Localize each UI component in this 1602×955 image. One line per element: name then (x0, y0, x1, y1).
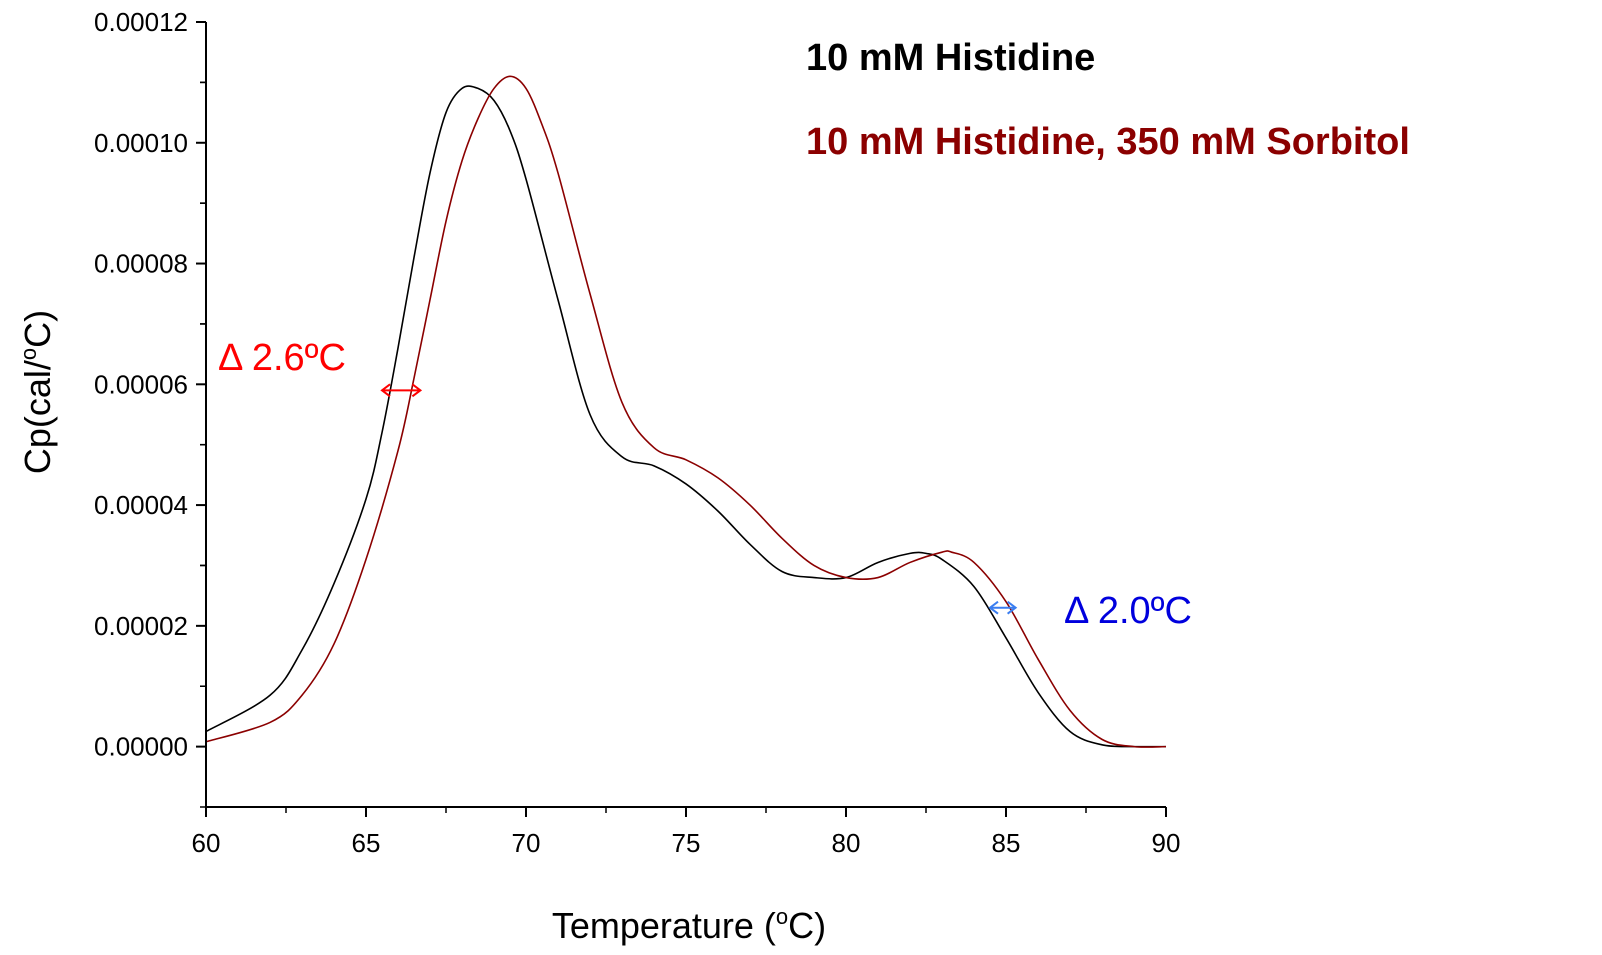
x-tick-label: 75 (672, 828, 701, 858)
x-tick-label: 80 (832, 828, 861, 858)
arrow-head-right (411, 383, 423, 398)
x-tick-label: 60 (192, 828, 221, 858)
annotation-right-shift: Δ 2.0ºC (1064, 590, 1192, 632)
legend-entry-sorbitol: 10 mM Histidine, 350 mM Sorbitol (806, 121, 1410, 163)
x-tick-label: 70 (512, 828, 541, 858)
legend-entry-histidine: 10 mM Histidine (806, 37, 1095, 79)
tick-labels: 60 65 70 75 80 85 90 0.00000 0.00002 0.00004 0.000… (94, 7, 1180, 858)
y-tick-label: 0.00002 (94, 611, 188, 641)
y-tick-label: 0.00006 (94, 369, 188, 399)
annotation-arrows (380, 383, 1018, 615)
x-tick-label: 65 (352, 828, 381, 858)
y-tick-label: 0.00000 (94, 732, 188, 762)
double-arrow-right-shift (988, 600, 1018, 615)
y-tick-label: 0.00010 (94, 128, 188, 158)
y-tick-label: 0.00012 (94, 7, 188, 37)
y-tick-label: 0.00004 (94, 490, 188, 520)
annotation-left-shift: Δ 2.6ºC (218, 337, 346, 379)
arrow-head-left (380, 383, 391, 398)
arrow-head-right (1006, 600, 1018, 615)
y-axis-label: Cp(cal/oC) (16, 310, 58, 474)
double-arrow-left-shift (380, 383, 423, 398)
plot-lines (205, 75, 1167, 748)
axes (196, 21, 1167, 817)
series-line-1 (205, 75, 1167, 748)
arrow-head-left (988, 600, 999, 615)
y-tick-label: 0.00008 (94, 249, 188, 279)
x-tick-label: 85 (992, 828, 1021, 858)
x-axis-label: Temperature (oC) (552, 904, 826, 946)
x-tick-label: 90 (1152, 828, 1181, 858)
series-line-0 (205, 85, 1166, 748)
